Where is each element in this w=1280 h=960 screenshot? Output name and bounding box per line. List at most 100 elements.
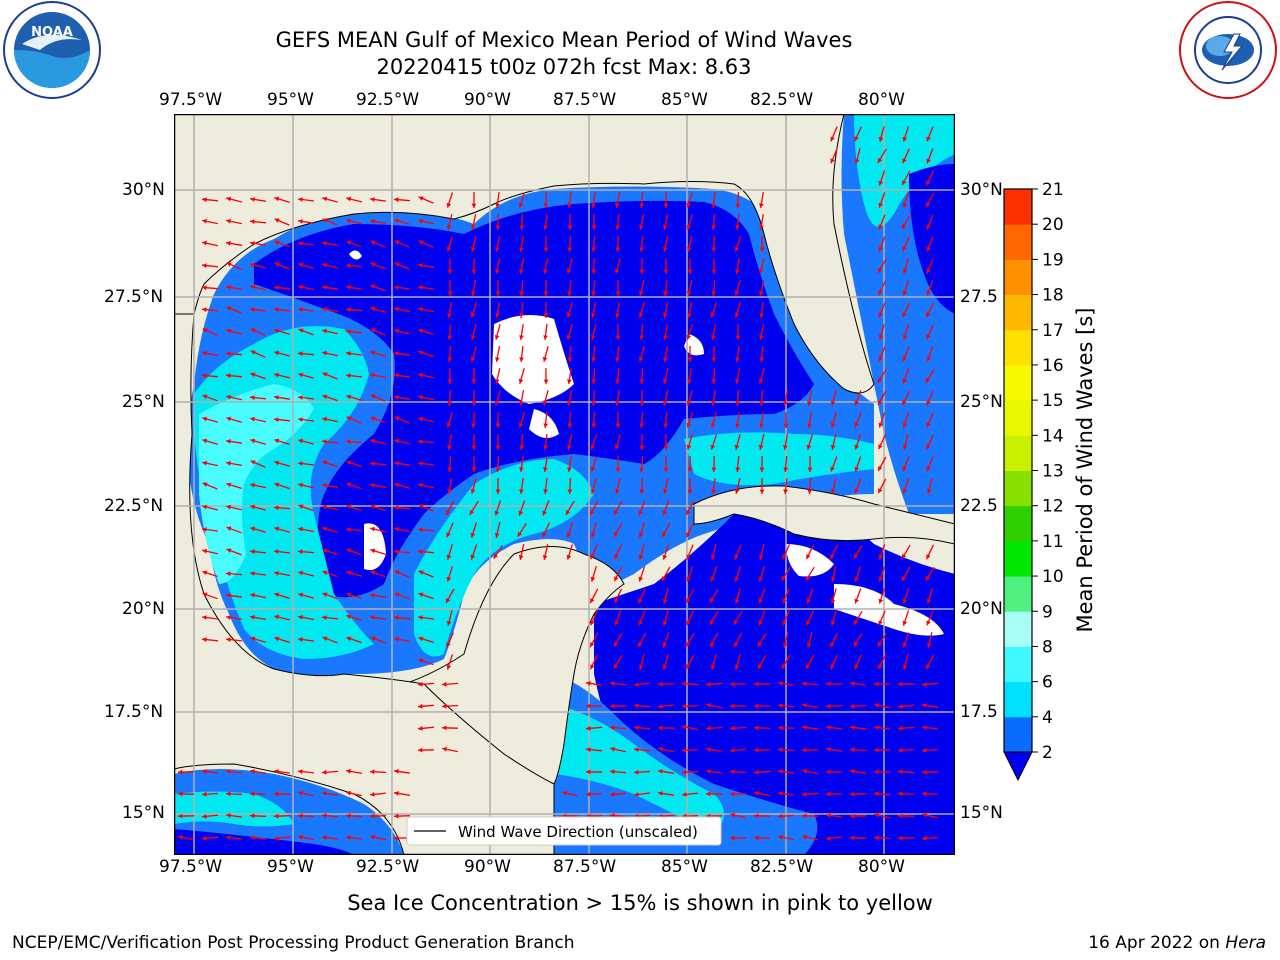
wind-wave-arrowhead (878, 488, 883, 494)
wind-wave-arrowhead (274, 526, 280, 532)
wind-wave-arrowhead (806, 664, 811, 669)
wind-wave-arrowhead (830, 466, 835, 472)
wind-wave-arrowhead (370, 548, 376, 554)
lat-label-right: 22.5 (960, 496, 998, 516)
wind-wave-arrowhead (394, 306, 399, 312)
wind-wave-arrowhead (591, 247, 596, 252)
wind-wave-arrowhead (615, 291, 621, 296)
wind-wave-arrowhead (658, 769, 663, 774)
wind-wave-arrowhead (370, 438, 376, 444)
wind-wave-arrowhead (418, 549, 423, 555)
wind-wave-arrowhead (610, 703, 615, 709)
wind-wave-arrowhead (663, 467, 669, 472)
wind-wave-arrowhead (710, 335, 716, 340)
wind-wave-arrowhead (706, 747, 711, 752)
lat-label-left: 15°N (122, 803, 165, 823)
wind-wave-arrowhead (850, 725, 855, 730)
wind-wave-arrowhead (322, 394, 328, 400)
wind-wave-arrowhead (874, 791, 879, 797)
wind-wave-arrowhead (734, 554, 739, 560)
wind-wave-arrowhead (250, 416, 255, 422)
wind-wave-arrowhead (610, 746, 615, 752)
wind-wave-arrowhead (394, 262, 400, 267)
wind-wave-arrowhead (298, 241, 303, 246)
wind-wave-arrowhead (853, 553, 859, 559)
wind-wave-arrowhead (446, 576, 452, 582)
wind-wave-arrowhead (758, 335, 764, 340)
wind-wave-arrowhead (418, 592, 424, 598)
wind-wave-arrowhead (394, 549, 399, 555)
wind-wave-arrowhead (346, 394, 352, 400)
wind-wave-arrowhead (902, 620, 908, 626)
wind-wave-arrowhead (830, 445, 836, 450)
wind-wave-arrowhead (610, 681, 615, 686)
wind-wave-arrowhead (447, 291, 453, 296)
wind-wave-arrowhead (614, 576, 619, 582)
colorbar-ticks: 2 4 6 8 9 10 11 12 13 14 15 16 17 18 19 20 21 (1032, 180, 1064, 763)
colorbar-cell (1004, 329, 1032, 366)
wind-wave-arrowhead (686, 247, 692, 252)
wind-wave-arrowhead (274, 505, 279, 511)
wind-wave-arrowhead (759, 467, 765, 472)
wind-wave-arrowhead (758, 555, 764, 560)
wind-wave-arrowhead (686, 598, 691, 603)
wind-wave-arrowhead (687, 489, 693, 494)
wind-wave-arrowhead (250, 615, 255, 620)
wind-wave-arrowhead (471, 269, 477, 274)
wind-wave-arrowhead (922, 703, 927, 708)
wind-wave-arrowhead (926, 664, 931, 670)
wind-wave-arrowhead (519, 313, 524, 318)
wind-wave-arrowhead (639, 269, 645, 274)
wind-wave-arrowhead (250, 592, 255, 598)
wind-wave-arrowhead (394, 526, 399, 532)
wind-wave-arrowhead (758, 663, 763, 669)
wind-wave-arrowhead (470, 246, 476, 252)
wind-wave-arrowhead (418, 636, 424, 642)
wind-wave-arrowhead (394, 769, 399, 774)
wind-wave-arrowhead (250, 241, 255, 246)
wind-wave-arrowhead (298, 328, 304, 333)
wind-wave-arrowhead (471, 445, 477, 450)
colorbar-tick-label: 6 (1042, 673, 1053, 693)
wind-wave-arrowhead (878, 664, 883, 670)
lon-label-top: 92.5°W (356, 90, 420, 110)
wind-wave-arrowhead (922, 791, 927, 797)
wind-wave-arrowhead (346, 329, 351, 334)
wind-wave-arrowhead (663, 291, 668, 296)
wind-wave-arrowhead (634, 747, 639, 752)
wind-wave-arrowhead (639, 247, 644, 252)
wind-wave-arrowhead (902, 202, 908, 208)
wind-wave-arrowhead (250, 526, 256, 532)
wind-wave-arrowhead (902, 312, 907, 318)
wind-wave-arrowhead (226, 571, 231, 577)
colorbar-cell (1004, 224, 1032, 260)
wind-wave-arrowhead (250, 350, 256, 355)
wind-wave-arrowhead (615, 467, 621, 472)
wind-wave-arrowhead (226, 769, 231, 774)
wind-wave-arrowhead (682, 792, 687, 797)
lon-label-bottom: 95°W (267, 857, 314, 877)
colorbar-tick-label: 21 (1042, 180, 1064, 200)
colorbar-cell (1004, 611, 1032, 647)
wind-wave-arrowhead (298, 284, 303, 290)
wind-wave-arrowhead (591, 291, 596, 296)
wind-wave-arrowhead (447, 379, 453, 384)
lat-label-left: 27.5°N (104, 287, 164, 307)
wind-wave-arrowhead (446, 642, 451, 648)
wind-wave-arrowhead (591, 357, 596, 362)
wind-wave-arrowhead (878, 136, 884, 142)
wind-wave-arrowhead (418, 372, 423, 378)
wind-wave-arrowhead (926, 356, 932, 362)
wind-wave-arrowhead (926, 312, 931, 317)
wind-wave-arrowhead (542, 510, 547, 516)
wind-wave-arrowhead (394, 592, 400, 597)
wind-wave-arrowhead (470, 356, 476, 362)
wind-wave-arrowhead (922, 747, 927, 753)
wind-wave-arrowhead (370, 792, 375, 797)
wind-wave-arrowhead (878, 400, 883, 405)
wind-wave-arrowhead (495, 357, 500, 362)
wind-wave-arrowhead (567, 291, 572, 296)
wind-wave-arrowhead (610, 769, 615, 775)
wind-wave-arrowhead (826, 769, 831, 775)
wind-wave-arrowhead (802, 703, 807, 708)
